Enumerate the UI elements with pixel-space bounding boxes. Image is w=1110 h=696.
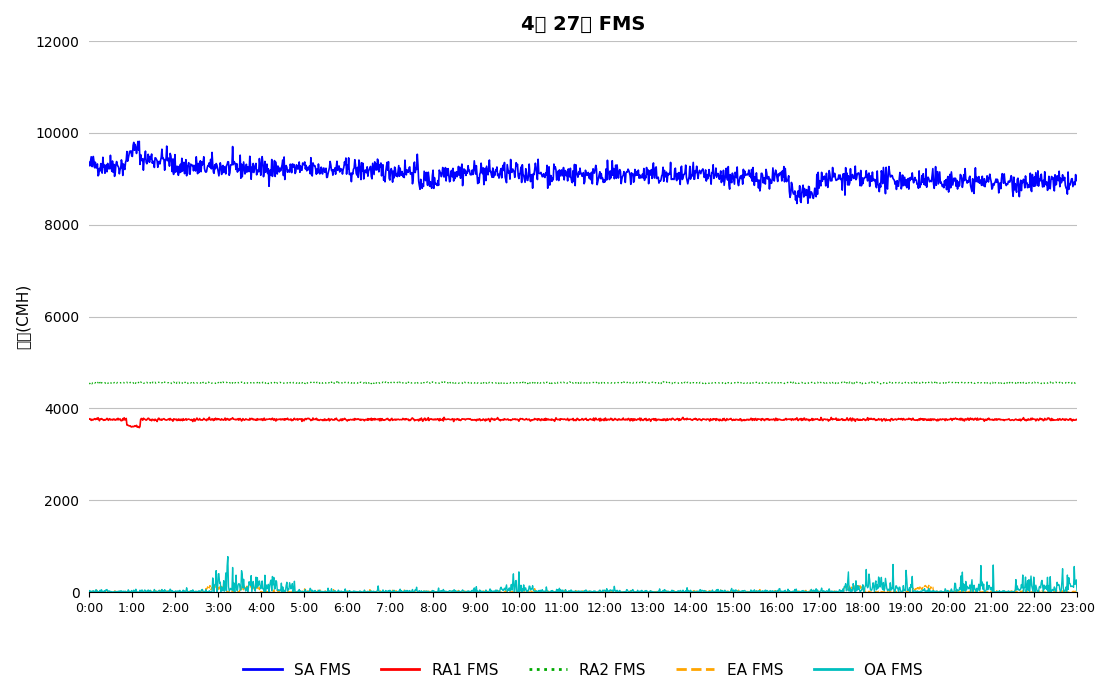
Title: 4월 27일 FMS: 4월 27일 FMS xyxy=(521,15,645,34)
Legend: SA FMS, RA1 FMS, RA2 FMS, EA FMS, OA FMS: SA FMS, RA1 FMS, RA2 FMS, EA FMS, OA FMS xyxy=(238,656,929,683)
Y-axis label: 풍량(CMH): 풍량(CMH) xyxy=(16,284,30,349)
